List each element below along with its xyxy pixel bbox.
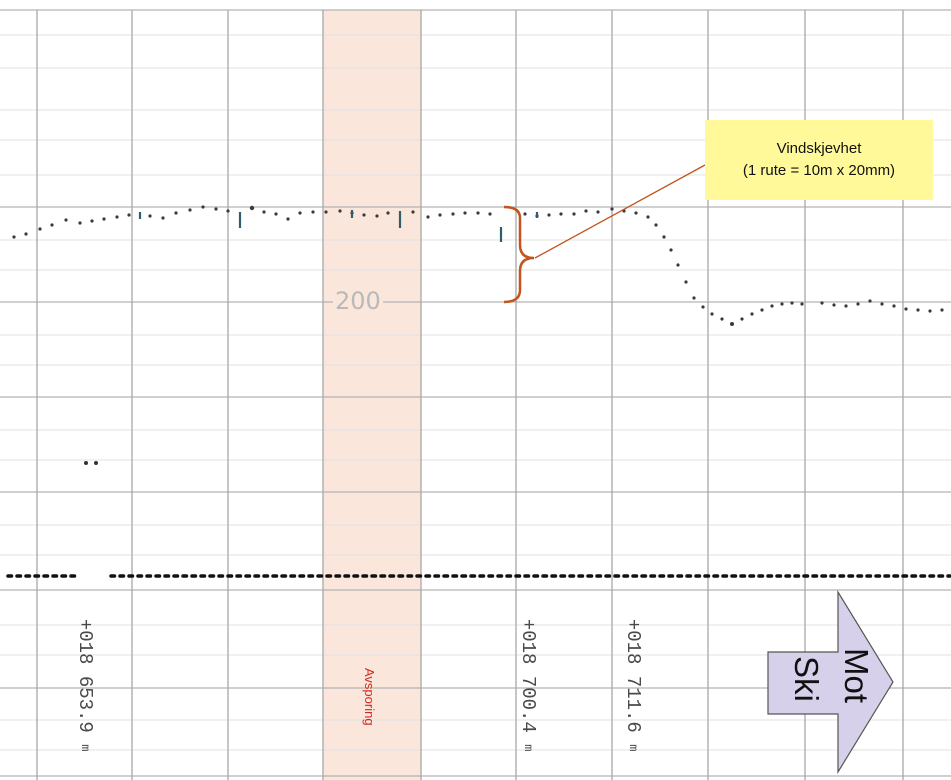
direction-arrow-label: Mot Ski bbox=[778, 648, 888, 718]
direction-arrow bbox=[767, 589, 894, 775]
arrow-word-ski: Ski bbox=[788, 656, 825, 702]
stray-marks bbox=[84, 461, 98, 465]
position-unit-1: m bbox=[78, 744, 92, 752]
position-unit-2: m bbox=[521, 744, 535, 752]
twist-callout: Vindskjevhet (1 rute = 10m x 20mm) bbox=[705, 120, 933, 200]
callout-title: Vindskjevhet bbox=[776, 140, 862, 157]
derailment-band bbox=[323, 10, 421, 780]
position-unit-3: m bbox=[626, 744, 640, 752]
grid-vertical bbox=[36, 10, 904, 780]
position-label-3: +018 711.6 m bbox=[622, 618, 644, 752]
twist-brace bbox=[503, 205, 535, 304]
scale-label: 200 bbox=[333, 287, 383, 315]
position-label-2: +018 700.4 m bbox=[517, 618, 539, 752]
grid-minor bbox=[0, 34, 951, 751]
callout-pointer bbox=[534, 164, 706, 259]
callout-subtitle: (1 rute = 10m x 20mm) bbox=[742, 162, 896, 179]
twist-trace bbox=[12, 205, 944, 326]
derailment-label: Avsporing bbox=[362, 668, 377, 726]
trace-ticks bbox=[138, 210, 539, 242]
position-label-1: +018 653.9 m bbox=[74, 618, 96, 752]
arrow-word-mot: Mot bbox=[838, 648, 875, 704]
